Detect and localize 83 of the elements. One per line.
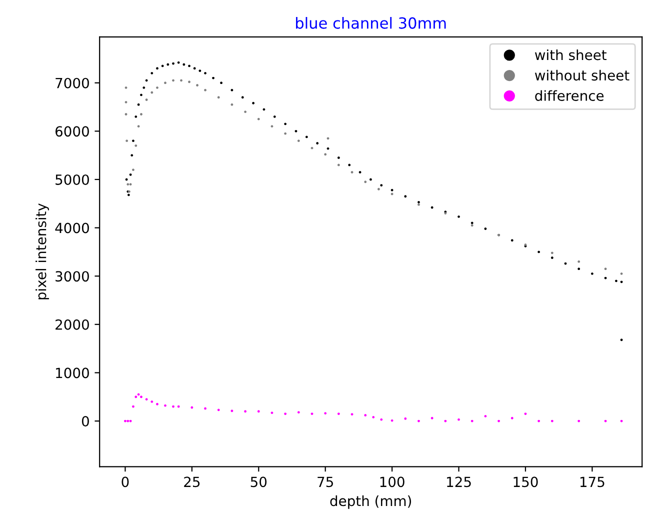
- point: [230, 410, 234, 412]
- point: [270, 125, 274, 128]
- point: [470, 224, 474, 227]
- point: [134, 396, 138, 398]
- y-tick-label: 7000: [56, 78, 89, 88]
- point: [284, 132, 287, 135]
- point: [380, 418, 383, 421]
- point: [470, 420, 474, 422]
- y-tick-label: 5000: [56, 174, 89, 185]
- point: [134, 115, 138, 118]
- point: [604, 268, 607, 270]
- legend-label: difference: [535, 90, 604, 101]
- point: [126, 183, 130, 186]
- y-tick-label: 0: [82, 416, 89, 427]
- point: [364, 180, 367, 184]
- point: [124, 100, 128, 104]
- point: [126, 420, 130, 422]
- point: [590, 272, 594, 275]
- point: [324, 153, 327, 156]
- x-tick-label: 175: [580, 476, 604, 488]
- point: [484, 414, 487, 418]
- point: [297, 411, 300, 414]
- point: [129, 173, 132, 176]
- point: [620, 338, 623, 342]
- point: [217, 408, 220, 412]
- point: [257, 118, 260, 120]
- legend-label: with sheet: [534, 49, 607, 60]
- point: [578, 420, 580, 422]
- point: [305, 136, 308, 138]
- point: [372, 416, 375, 418]
- x-tick-label: 125: [447, 476, 471, 488]
- point: [538, 250, 540, 254]
- point: [137, 125, 140, 128]
- point: [404, 195, 407, 198]
- point: [252, 102, 255, 104]
- y-tick-label: 1000: [56, 368, 89, 378]
- x-tick-label: 0: [122, 476, 129, 488]
- point: [348, 164, 351, 166]
- x-tick-label: 25: [184, 476, 200, 488]
- point: [284, 122, 287, 126]
- y-tick-label: 6000: [56, 126, 89, 137]
- point: [230, 88, 234, 92]
- x-tick-label: 150: [514, 476, 538, 488]
- point: [578, 260, 580, 263]
- point: [326, 137, 330, 140]
- point: [578, 268, 580, 270]
- legend-label: without sheet: [534, 70, 630, 81]
- point: [217, 96, 220, 99]
- point: [430, 416, 434, 420]
- point: [550, 420, 554, 422]
- point: [620, 280, 623, 284]
- point: [510, 416, 514, 420]
- x-tick-label: 50: [250, 476, 267, 488]
- point: [150, 91, 154, 94]
- point: [550, 252, 554, 254]
- x-axis-title: depth (mm): [330, 495, 412, 509]
- point: [124, 86, 128, 89]
- point: [390, 188, 394, 192]
- point: [294, 130, 298, 132]
- y-tick-label: 3000: [56, 271, 89, 282]
- point: [297, 140, 300, 142]
- point: [166, 63, 170, 66]
- point: [134, 144, 138, 147]
- chart-title: blue channel 30mm: [296, 17, 446, 29]
- point: [241, 96, 244, 99]
- point: [142, 86, 146, 89]
- point: [127, 194, 130, 196]
- point: [126, 140, 128, 142]
- point: [257, 410, 260, 413]
- y-tick-label: 2000: [56, 319, 89, 330]
- y-tick-label: 4000: [55, 222, 89, 234]
- point: [470, 222, 474, 224]
- y-axis-title: pixel intensity: [36, 203, 49, 300]
- point: [130, 154, 134, 157]
- point: [620, 272, 623, 275]
- point: [150, 72, 154, 74]
- x-tick-label: 75: [318, 476, 333, 488]
- point: [510, 239, 514, 242]
- x-tick-label: 100: [380, 476, 404, 488]
- point: [193, 67, 196, 70]
- point: [404, 417, 407, 420]
- point: [324, 412, 327, 415]
- point: [273, 115, 276, 118]
